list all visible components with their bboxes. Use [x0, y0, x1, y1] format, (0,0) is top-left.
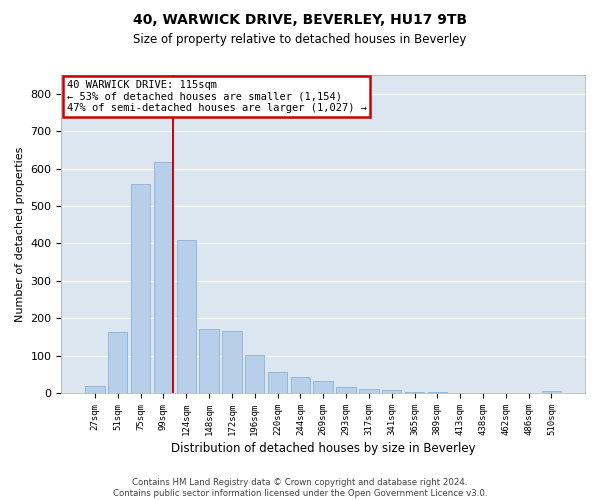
Bar — [405, 392, 424, 393]
Bar — [290, 377, 310, 393]
Bar — [222, 332, 242, 393]
Bar — [268, 372, 287, 393]
X-axis label: Distribution of detached houses by size in Beverley: Distribution of detached houses by size … — [171, 442, 476, 455]
Text: Contains HM Land Registry data © Crown copyright and database right 2024.
Contai: Contains HM Land Registry data © Crown c… — [113, 478, 487, 498]
Bar — [131, 184, 150, 393]
Text: 40 WARWICK DRIVE: 115sqm
← 53% of detached houses are smaller (1,154)
47% of sem: 40 WARWICK DRIVE: 115sqm ← 53% of detach… — [67, 80, 367, 113]
Bar — [245, 354, 265, 393]
Text: Size of property relative to detached houses in Beverley: Size of property relative to detached ho… — [133, 32, 467, 46]
Y-axis label: Number of detached properties: Number of detached properties — [15, 146, 25, 322]
Bar — [154, 162, 173, 393]
Bar — [337, 388, 356, 393]
Bar — [108, 332, 127, 393]
Text: 40, WARWICK DRIVE, BEVERLEY, HU17 9TB: 40, WARWICK DRIVE, BEVERLEY, HU17 9TB — [133, 12, 467, 26]
Bar — [382, 390, 401, 393]
Bar — [85, 386, 104, 393]
Bar — [313, 381, 333, 393]
Bar — [199, 330, 219, 393]
Bar — [428, 392, 447, 393]
Bar — [359, 390, 379, 393]
Bar — [542, 391, 561, 393]
Bar — [176, 240, 196, 393]
